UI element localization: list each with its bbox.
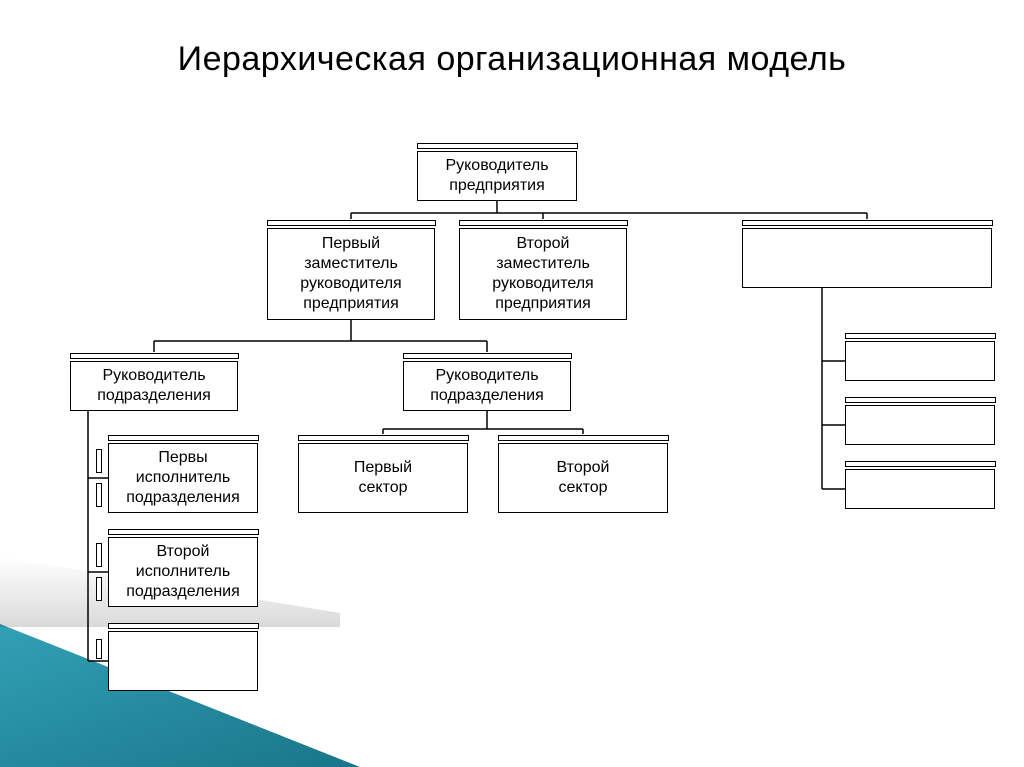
side-notch (96, 577, 102, 601)
org-node-label: Первыйсектор (305, 458, 461, 498)
side-notch (96, 543, 102, 567)
org-node-label: Второйзаместительруководителяпредприятия (466, 234, 620, 314)
org-node-sub1: Руководительподразделения (70, 361, 238, 411)
org-node-dep1: Первыйзаместительруководителяпредприятия (267, 228, 435, 320)
org-node-label: Руководительподразделения (410, 366, 564, 406)
org-node-ex3 (108, 631, 258, 691)
org-node-sub2: Руководительподразделения (403, 361, 571, 411)
org-node-label: Второйисполнительподразделения (115, 542, 251, 602)
org-node-r3 (845, 469, 995, 509)
org-node-dep3 (742, 228, 992, 288)
org-node-root: Руководительпредприятия (417, 151, 577, 201)
org-node-label: Руководительподразделения (77, 366, 231, 406)
org-node-label: Первыисполнительподразделения (115, 448, 251, 508)
org-node-sec2: Второйсектор (498, 443, 668, 513)
org-node-label: Руководительпредприятия (424, 156, 570, 196)
org-node-r2 (845, 405, 995, 445)
org-node-ex1: Первыисполнительподразделения (108, 443, 258, 513)
org-node-dep2: Второйзаместительруководителяпредприятия (459, 228, 627, 320)
side-notch (96, 639, 102, 659)
org-node-label: Второйсектор (505, 458, 661, 498)
side-notch (96, 483, 102, 507)
org-chart: Руководительпредприятия Первыйзаместитель… (0, 39, 1024, 767)
org-node-label: Первыйзаместительруководителяпредприятия (274, 234, 428, 314)
org-node-sec1: Первыйсектор (298, 443, 468, 513)
org-node-r1 (845, 341, 995, 381)
org-node-ex2: Второйисполнительподразделения (108, 537, 258, 607)
side-notch (96, 449, 102, 473)
